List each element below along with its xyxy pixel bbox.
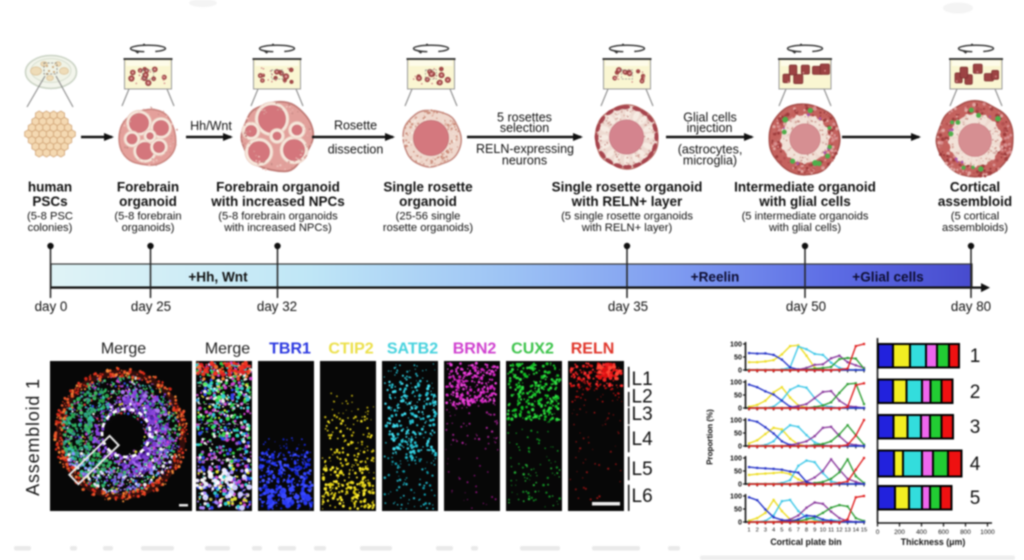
svg-text:with glial cells): with glial cells) — [768, 222, 841, 234]
svg-text:Intermediate organoid: Intermediate organoid — [734, 180, 876, 195]
svg-text:Forebrain: Forebrain — [117, 180, 179, 195]
svg-text:day 80: day 80 — [951, 299, 991, 314]
svg-text:5 rosettes: 5 rosettes — [497, 111, 552, 125]
svg-text:dissection: dissection — [328, 143, 384, 157]
svg-text:neurons: neurons — [502, 153, 547, 167]
svg-text:Single rosette: Single rosette — [383, 180, 473, 195]
svg-text:with RELN+ layer): with RELN+ layer) — [581, 222, 673, 234]
svg-text:RELN: RELN — [571, 341, 615, 358]
svg-text:with increased NPCs): with increased NPCs) — [223, 222, 332, 234]
svg-text:(5-8 PSC: (5-8 PSC — [27, 211, 73, 223]
svg-text:Merge: Merge — [205, 341, 250, 358]
svg-text:with glial cells: with glial cells — [758, 194, 851, 209]
svg-text:TBR1: TBR1 — [269, 341, 311, 358]
svg-text:organoid: organoid — [119, 194, 177, 209]
svg-text:Forebrain organoid: Forebrain organoid — [216, 180, 340, 195]
svg-text:rosette organoids): rosette organoids) — [383, 222, 473, 234]
svg-text:day 0: day 0 — [35, 299, 68, 314]
svg-text:selection: selection — [500, 121, 549, 135]
svg-text:+Hh, Wnt: +Hh, Wnt — [188, 270, 248, 285]
svg-text:injection: injection — [687, 121, 733, 135]
svg-text:(5-8 forebrain organoids: (5-8 forebrain organoids — [218, 211, 338, 223]
svg-text:CTIP2: CTIP2 — [328, 341, 373, 358]
svg-text:SATB2: SATB2 — [387, 341, 438, 358]
svg-text:RELN-expressing: RELN-expressing — [476, 142, 574, 156]
svg-text:human: human — [28, 180, 72, 195]
svg-text:Rosette: Rosette — [334, 119, 377, 133]
svg-text:Single rosette organoid: Single rosette organoid — [552, 180, 703, 195]
svg-text:colonies): colonies) — [28, 222, 73, 234]
svg-text:(5-8 forebrain: (5-8 forebrain — [114, 211, 181, 223]
svg-text:(5 intermediate organoids: (5 intermediate organoids — [742, 211, 869, 223]
svg-text:+Glial cells: +Glial cells — [852, 270, 923, 285]
svg-text:with RELN+ layer: with RELN+ layer — [571, 194, 683, 209]
svg-text:assembloid: assembloid — [938, 194, 1012, 209]
svg-text:PSCs: PSCs — [32, 194, 67, 209]
svg-text:+Reelin: +Reelin — [691, 270, 740, 285]
svg-text:assembloids): assembloids) — [942, 222, 1008, 234]
svg-text:microglia): microglia) — [683, 153, 737, 167]
svg-text:CUX2: CUX2 — [511, 341, 554, 358]
svg-text:(5 single rosette organoids: (5 single rosette organoids — [561, 211, 693, 223]
svg-text:organoids): organoids) — [122, 222, 175, 234]
svg-text:day 35: day 35 — [608, 299, 648, 314]
svg-text:day 25: day 25 — [131, 299, 171, 314]
svg-text:BRN2: BRN2 — [453, 341, 497, 358]
svg-text:Glial cells: Glial cells — [683, 111, 737, 125]
svg-text:organoid: organoid — [399, 194, 457, 209]
svg-text:Cortical: Cortical — [950, 180, 1000, 195]
svg-text:day 32: day 32 — [257, 299, 297, 314]
svg-text:Assembloid 1: Assembloid 1 — [23, 378, 43, 496]
svg-text:(astrocytes,: (astrocytes, — [678, 142, 743, 156]
svg-text:Hh/Wnt: Hh/Wnt — [190, 119, 232, 133]
svg-text:Merge: Merge — [101, 341, 146, 358]
svg-text:day 50: day 50 — [786, 299, 826, 314]
svg-text:(25-56 single: (25-56 single — [396, 211, 461, 223]
svg-text:with increased NPCs: with increased NPCs — [210, 194, 345, 209]
svg-text:(5 cortical: (5 cortical — [951, 211, 1000, 223]
